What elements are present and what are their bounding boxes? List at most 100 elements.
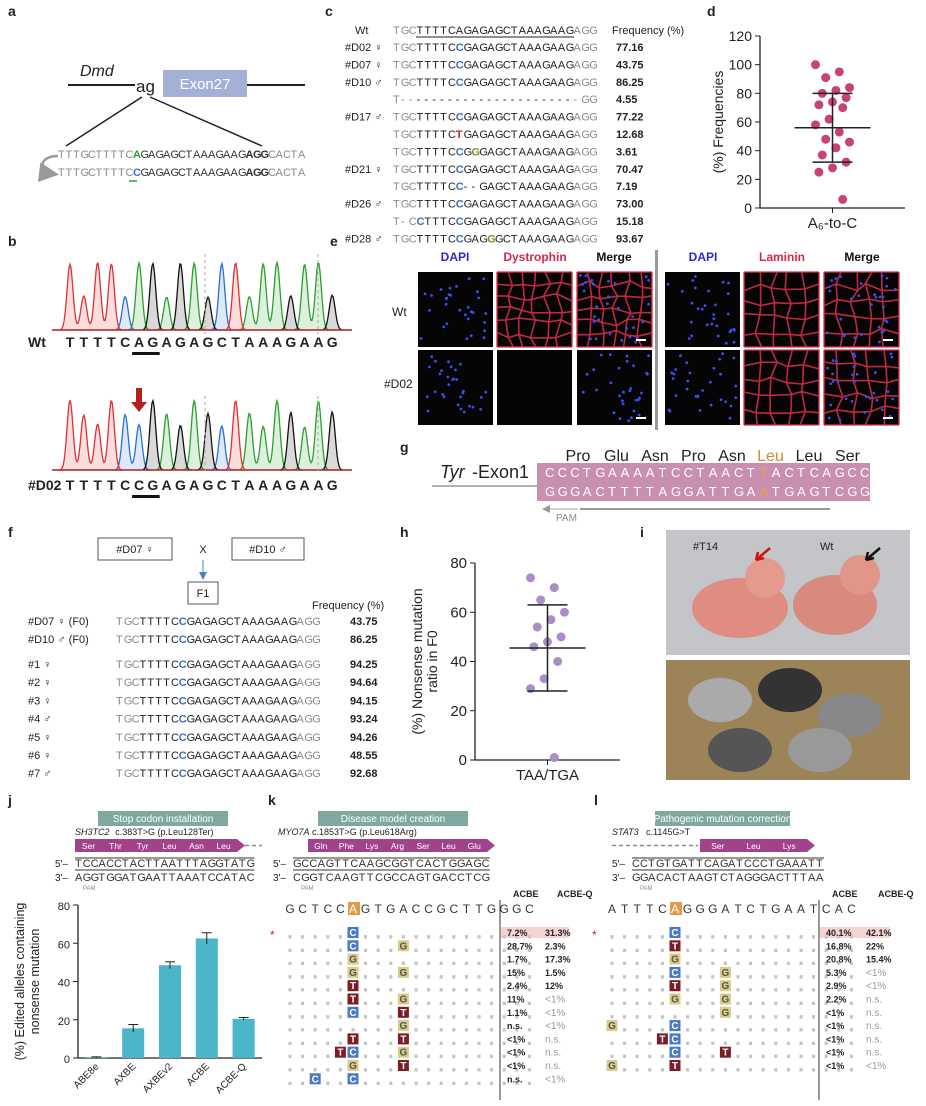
- point: [532, 622, 542, 632]
- unchanged-base: .: [836, 1012, 842, 1037]
- nucleus: [709, 403, 713, 407]
- unchanged-base: .: [426, 998, 432, 1023]
- base: G: [253, 167, 262, 179]
- nucleus: [482, 277, 486, 281]
- base: T: [417, 129, 424, 141]
- base: A: [257, 634, 265, 646]
- base: A: [313, 334, 323, 350]
- sample-label: #4 ♂: [28, 714, 52, 726]
- base: T: [58, 167, 65, 179]
- zoom-line: [149, 96, 263, 147]
- unchanged-base: .: [672, 998, 678, 1023]
- allele-pattern: .....G..............: [609, 945, 855, 970]
- allele-sequence: T- - - - - - - - - - - - - - - - - - - - - - - GG: [393, 94, 598, 106]
- base: G: [810, 484, 820, 499]
- base: G: [581, 233, 590, 245]
- base: C: [391, 872, 399, 884]
- unchanged-base: .: [526, 919, 532, 944]
- base: G: [81, 149, 90, 161]
- unchanged-base: .: [413, 972, 419, 997]
- base: A: [680, 858, 688, 870]
- unchanged-base: .: [451, 1012, 457, 1037]
- unchanged-base: .: [811, 972, 817, 997]
- gene-name: Dmd: [80, 63, 115, 80]
- unchanged-base: .: [438, 1065, 444, 1090]
- nucleus: [640, 391, 643, 395]
- y-tick-label: 60: [450, 604, 467, 621]
- unchanged-base: .: [748, 972, 754, 997]
- dna-sequence: TTTGCTTTTCCGAGAGCTAAAGAAGAGGCACTA: [58, 167, 306, 179]
- nucleus: [727, 281, 730, 285]
- unchanged-base: .: [748, 998, 754, 1023]
- base: T: [432, 164, 439, 176]
- base: A: [487, 42, 495, 54]
- edited-base: G: [400, 1021, 408, 1032]
- unchanged-base: .: [526, 932, 532, 957]
- nucleus: [625, 359, 629, 363]
- base: A: [133, 149, 141, 161]
- base: A: [223, 149, 231, 161]
- base: T: [633, 484, 641, 499]
- base: G: [289, 714, 298, 726]
- unchanged-base: .: [622, 919, 628, 944]
- row-label: Wt: [392, 305, 407, 319]
- base: A: [526, 112, 534, 124]
- base: G: [304, 659, 313, 671]
- unchanged-base: .: [773, 1012, 779, 1037]
- base: G: [401, 199, 410, 211]
- nucleus: [834, 277, 838, 280]
- base: G: [672, 858, 681, 870]
- base: A: [472, 233, 480, 245]
- base: C: [326, 872, 334, 884]
- y-axis-label: nonsense mutation: [28, 929, 42, 1035]
- unchanged-base: .: [463, 1052, 469, 1077]
- unchanged-base: .: [710, 998, 716, 1023]
- base: T: [511, 42, 518, 54]
- panel-label: d: [707, 3, 716, 19]
- base: A: [658, 484, 667, 499]
- nucleus: [700, 307, 704, 311]
- unchanged-base: .: [388, 972, 394, 997]
- base: T: [359, 872, 366, 884]
- unchanged-base: .: [463, 919, 469, 944]
- edited-base: T: [350, 981, 356, 992]
- unchanged-base: .: [748, 985, 754, 1010]
- base: C: [120, 477, 130, 493]
- edit-box: [347, 980, 359, 992]
- unchanged-base: .: [647, 972, 653, 997]
- unchanged-base: .: [300, 1012, 306, 1037]
- base: C: [503, 164, 511, 176]
- unchanged-base: .: [785, 998, 791, 1023]
- unchanged-base: .: [438, 945, 444, 970]
- unchanged-base: .: [489, 1012, 495, 1037]
- base: C: [545, 465, 554, 480]
- base: G: [326, 858, 335, 870]
- edit-box: [347, 927, 359, 938]
- nucleus: [644, 275, 648, 279]
- unchanged-base: .: [798, 932, 804, 957]
- nucleus: [690, 301, 694, 305]
- base: A: [297, 659, 305, 671]
- nucleus: [875, 398, 879, 402]
- base: G: [581, 216, 590, 228]
- base: C: [120, 334, 130, 350]
- base: A: [313, 477, 323, 493]
- base: G: [437, 902, 446, 916]
- nucleus: [423, 292, 427, 296]
- base: A: [200, 858, 208, 870]
- base: T: [116, 677, 123, 689]
- base: C: [114, 858, 122, 870]
- base: G: [383, 872, 392, 884]
- unchanged-base: .: [451, 1052, 457, 1077]
- base: A: [633, 465, 642, 480]
- base: T: [96, 167, 103, 179]
- base: T: [169, 872, 176, 884]
- base: A: [257, 768, 265, 780]
- edited-base: G: [671, 995, 679, 1006]
- nucleus: [594, 337, 598, 341]
- base: T: [440, 233, 447, 245]
- base: A: [526, 181, 534, 193]
- unchanged-base: .: [451, 998, 457, 1023]
- unchanged-base: .: [463, 1065, 469, 1090]
